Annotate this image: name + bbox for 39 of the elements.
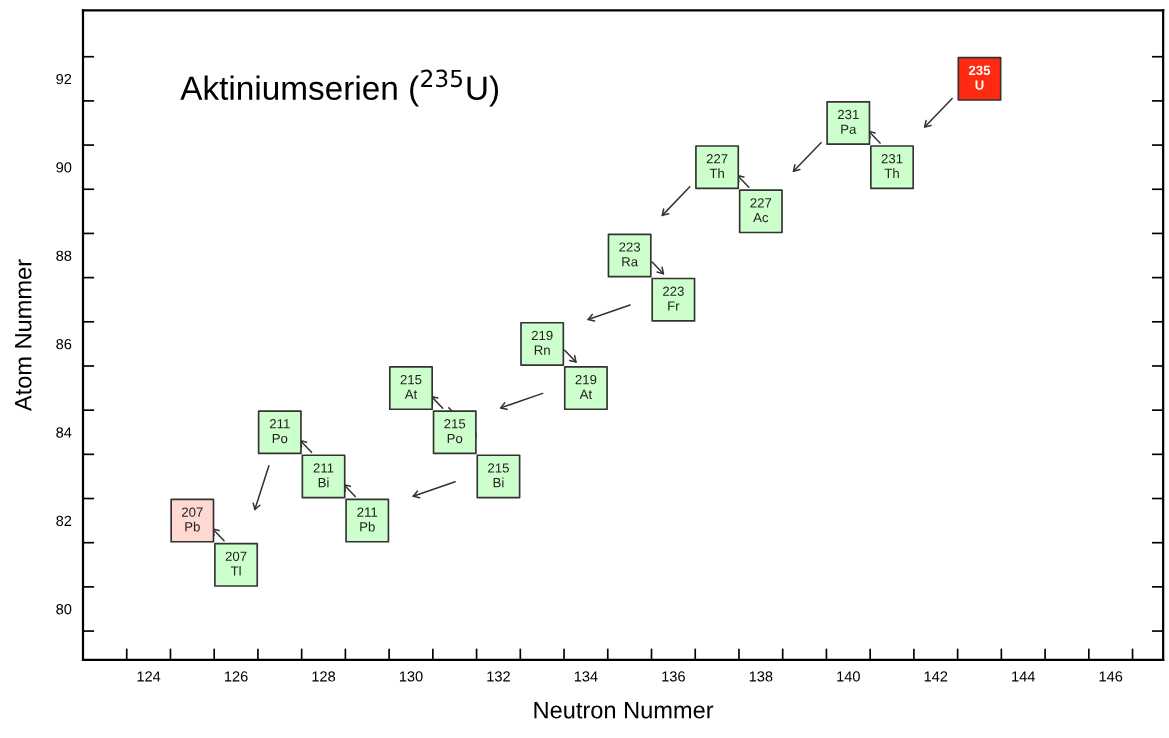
x-tick-label: 128 — [312, 671, 336, 682]
x-tick-label: 138 — [749, 671, 773, 682]
y-tick-label: 86 — [56, 338, 72, 350]
annotation: 211 Bi — [313, 463, 334, 488]
annotation: 207 Tl — [225, 551, 247, 576]
x-tick-label: 130 — [399, 671, 423, 682]
x-tick-label: 124 — [137, 671, 161, 682]
y-tick-label: 82 — [56, 515, 72, 527]
annotation: 235 U — [968, 65, 991, 90]
x-tick-label: 142 — [924, 671, 948, 682]
annotation: 215 Po — [444, 419, 466, 444]
x-tick-label: 140 — [837, 671, 860, 682]
text: Aktiniumserien ($^{235}$U) — [180, 69, 499, 107]
annotation: 219 Rn — [531, 330, 553, 355]
y-tick-label: 84 — [56, 427, 72, 438]
annotation: 211 Po — [269, 419, 290, 444]
annotation: 223 Fr — [663, 286, 684, 311]
annotation: 215 Bi — [488, 463, 509, 488]
y-tick-label: 90 — [56, 162, 72, 173]
annotation: 207 Pb — [181, 507, 203, 532]
y-tick-label: 80 — [56, 604, 72, 615]
x-axis-title: Neutron Nummer — [534, 702, 714, 719]
annotation: 219 At — [575, 374, 597, 399]
y-axis-title: Atom Nummer — [15, 259, 32, 412]
annotation: 227 Ac — [750, 198, 772, 223]
x-tick-label: 134 — [574, 671, 598, 682]
y-tick-label: 88 — [56, 250, 72, 261]
x-tick-label: 136 — [662, 671, 685, 682]
x-tick-label: 144 — [1012, 671, 1035, 682]
annotation: 231 Pa — [837, 109, 859, 134]
annotation: 211 Pb — [357, 507, 378, 532]
annotation: 223 Ra — [619, 242, 641, 267]
annotation: 231 Th — [881, 154, 903, 178]
x-tick-label: 146 — [1099, 671, 1123, 682]
y-tick-label: 92 — [56, 73, 72, 85]
x-tick-label: 126 — [225, 671, 248, 682]
annotation: 227 Th — [706, 154, 728, 178]
annotation: 215 At — [400, 374, 422, 399]
x-tick-label: 132 — [487, 671, 510, 682]
